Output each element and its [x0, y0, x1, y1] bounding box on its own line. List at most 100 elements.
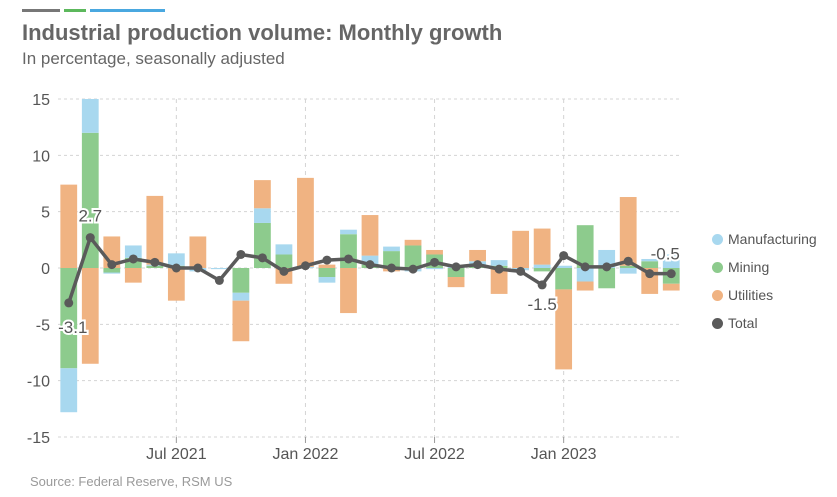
total-point: [580, 262, 590, 272]
bar-utilities: [81, 268, 99, 364]
x-tick-label: Jul 2022: [404, 446, 465, 463]
y-tick-label: 10: [32, 148, 50, 165]
bar-manufacturing: [619, 268, 637, 274]
accent-bar-blue: [90, 9, 165, 12]
bar-manufacturing: [361, 255, 379, 265]
bar-mining: [555, 268, 573, 290]
legend-item-mining: Mining: [712, 253, 817, 281]
bar-utilities: [619, 197, 637, 266]
data-label: -0.5: [651, 245, 680, 264]
total-point: [343, 254, 353, 264]
bar-manufacturing: [254, 208, 271, 223]
bar-mining: [103, 268, 121, 273]
bar-manufacturing: [641, 258, 659, 262]
total-point: [430, 257, 440, 267]
bar-mining: [232, 268, 250, 293]
bar-utilities: [254, 180, 271, 209]
bar-manufacturing: [210, 268, 228, 270]
bar-manufacturing: [81, 99, 99, 133]
annotation-halo: 2.7: [78, 207, 102, 226]
bar-utilities: [361, 215, 379, 256]
total-point: [171, 263, 181, 273]
x-tick-label: Jul 2021: [146, 446, 207, 463]
bar-manufacturing: [555, 265, 573, 268]
bar-utilities: [232, 300, 250, 342]
bar-manufacturing: [490, 260, 508, 266]
bar-utilities: [469, 249, 486, 262]
bar-manufacturing: [598, 249, 616, 268]
total-point: [85, 233, 95, 243]
total-point: [214, 275, 224, 285]
total-point: [387, 263, 397, 273]
y-tick-label: 0: [41, 261, 50, 278]
total-point: [602, 262, 612, 272]
y-tick-label: -15: [27, 430, 50, 447]
bar-utilities: [318, 264, 336, 268]
total-point: [64, 298, 74, 308]
annotation-halo: -3.1: [58, 318, 87, 337]
bar-mining: [533, 268, 551, 272]
bar-manufacturing: [275, 244, 293, 255]
bar-manufacturing: [124, 245, 142, 258]
accent-bars: [22, 9, 165, 12]
data-label: -3.1: [58, 318, 87, 337]
total-point: [150, 257, 160, 267]
total-point: [365, 260, 375, 270]
bar-utilities: [60, 184, 78, 268]
bar-manufacturing: [167, 253, 185, 266]
legend-swatch: [712, 317, 723, 329]
total-point: [666, 269, 676, 279]
bar-manufacturing: [576, 268, 594, 282]
bar-manufacturing: [662, 254, 680, 268]
total-point: [494, 264, 504, 274]
bar-utilities: [447, 277, 465, 288]
accent-bar-gray: [22, 9, 60, 12]
bar-manufacturing: [426, 268, 443, 270]
bar-mining: [576, 225, 594, 268]
annotation-halo: -0.5: [651, 245, 680, 264]
total-point: [236, 249, 246, 259]
total-point: [300, 261, 310, 271]
legend-label: Mining: [728, 259, 770, 275]
bar-utilities: [533, 228, 551, 265]
bar-utilities: [426, 249, 443, 255]
legend-swatch: [712, 289, 723, 301]
legend-item-total: Total: [712, 309, 817, 337]
bar-utilities: [146, 195, 164, 265]
annotation-halo: -1.5: [527, 295, 556, 314]
x-tick-label: Jan 2023: [531, 446, 597, 463]
total-point: [645, 269, 655, 279]
bar-mining: [146, 265, 164, 268]
total-point: [473, 260, 483, 270]
y-tick-label: 15: [32, 92, 50, 109]
total-point: [623, 256, 633, 266]
bar-mining: [641, 261, 659, 268]
bar-utilities: [297, 177, 314, 267]
total-point: [559, 251, 569, 261]
legend-label: Manufacturing: [728, 231, 817, 247]
bar-mining: [598, 268, 616, 289]
bar-utilities: [189, 236, 207, 268]
bar-utilities: [662, 283, 680, 291]
bar-manufacturing: [383, 246, 400, 252]
bar-utilities: [124, 268, 142, 283]
accent-bar-green: [64, 9, 86, 12]
total-point: [279, 266, 289, 276]
bar-utilities: [555, 289, 573, 370]
data-label: -1.5: [527, 295, 556, 314]
bar-mining: [404, 245, 422, 268]
bar-mining: [81, 132, 99, 268]
legend-swatch: [712, 233, 723, 245]
total-point: [257, 253, 267, 263]
bar-manufacturing: [232, 292, 250, 301]
bar-mining: [619, 265, 637, 268]
legend-swatch: [712, 261, 723, 273]
legend-item-utilities: Utilities: [712, 281, 817, 309]
bar-manufacturing: [340, 229, 357, 235]
bar-mining: [447, 268, 465, 278]
x-tick-label: Jan 2022: [273, 446, 339, 463]
bar-utilities: [340, 268, 357, 314]
total-point: [537, 280, 547, 290]
legend-label: Utilities: [728, 287, 774, 303]
